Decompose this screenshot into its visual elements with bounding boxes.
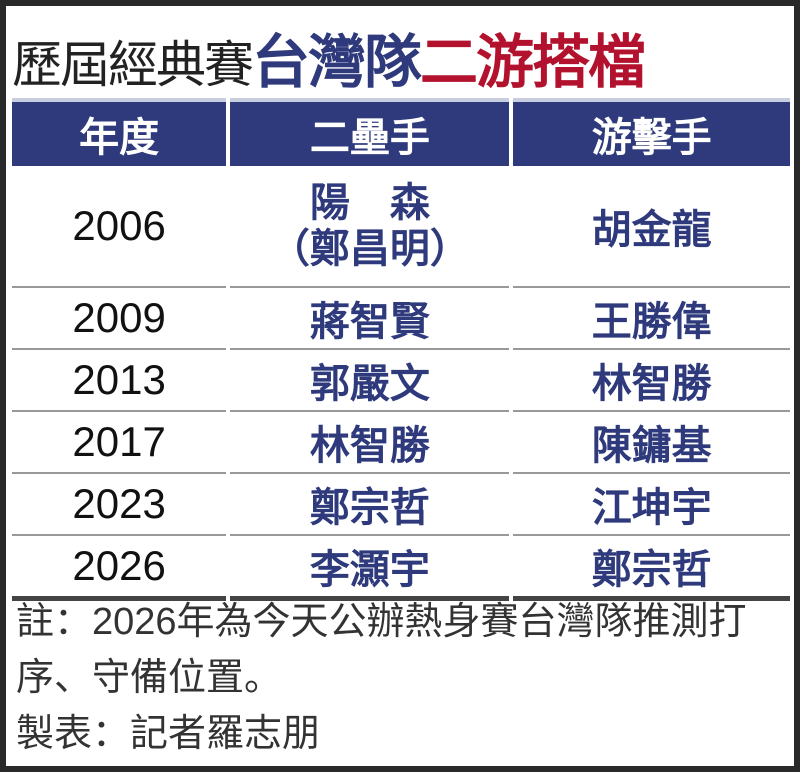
cell-shortstop: 鄭宗哲 [513,536,790,601]
cell-second-base: 陽 森（鄭昌明） [230,166,510,288]
table-header-row: 年度 二壘手 游擊手 [12,98,790,166]
pairings-table: 年度 二壘手 游擊手 2006 陽 森（鄭昌明） 胡金龍 2009 蔣智賢 王勝… [8,98,794,601]
cell-year: 2006 [12,166,227,288]
header-second-base: 二壘手 [230,98,510,166]
cell-shortstop: 胡金龍 [513,166,790,288]
table-row: 2013 郭嚴文 林智勝 [12,350,790,412]
notes: 註：2026年為今天公辦熱身賽台灣隊推測打序、守備位置。 製表：記者羅志朋 [16,594,796,762]
cell-shortstop: 林智勝 [513,350,790,412]
cell-shortstop: 陳鏞基 [513,412,790,474]
cell-shortstop: 王勝偉 [513,288,790,350]
credit: 製表：記者羅志朋 [16,713,321,755]
cell-year: 2026 [12,536,227,601]
header-year: 年度 [12,98,227,166]
cell-year: 2017 [12,412,227,474]
table-row: 2023 鄭宗哲 江坤宇 [12,474,790,536]
cell-second-base: 蔣智賢 [230,288,510,350]
footnote: 註：2026年為今天公辦熱身賽台灣隊推測打序、守備位置。 [16,601,747,699]
table-row: 2009 蔣智賢 王勝偉 [12,288,790,350]
table-row: 2017 林智勝 陳鏞基 [12,412,790,474]
title-part-1: 歷屆經典賽 [12,37,254,93]
table-row: 2006 陽 森（鄭昌明） 胡金龍 [12,166,790,288]
second-base-name: 陽 森 [309,181,430,225]
header-shortstop: 游擊手 [513,98,790,166]
cell-second-base: 郭嚴文 [230,350,510,412]
title-part-2: 台灣隊 [252,30,422,95]
cell-year: 2013 [12,350,227,412]
cell-year: 2023 [12,474,227,536]
cell-shortstop: 江坤宇 [513,474,790,536]
second-base-alt-name: （鄭昌明） [269,227,470,271]
cell-second-base: 鄭宗哲 [230,474,510,536]
cell-year: 2009 [12,288,227,350]
title-part-3: 二游搭檔 [420,30,646,95]
cell-second-base: 李灝宇 [230,536,510,601]
infographic-title: 歷屆經典賽台灣隊二游搭檔 [12,28,646,98]
table-row: 2026 李灝宇 鄭宗哲 [12,536,790,601]
cell-second-base: 林智勝 [230,412,510,474]
